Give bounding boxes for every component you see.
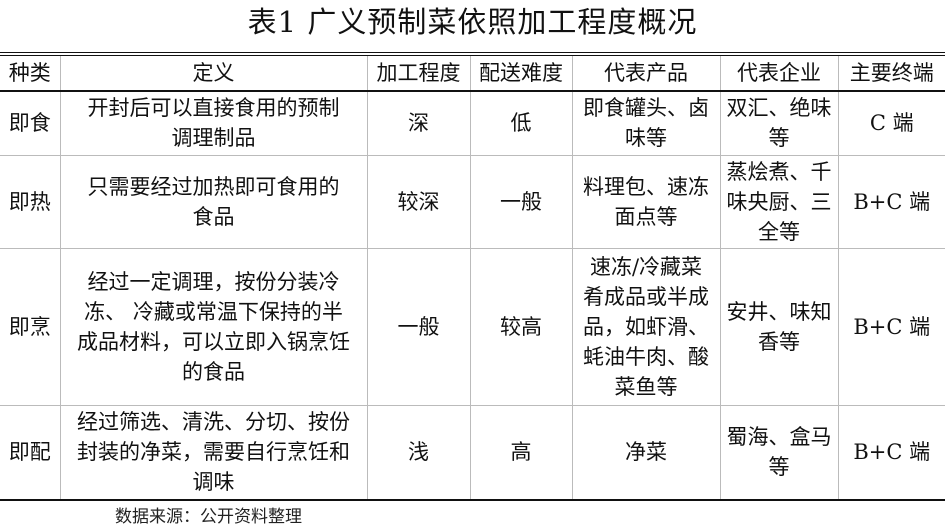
table-cell: 安井、味知 香等 xyxy=(719,248,839,406)
table-row: 即热 只需要经过加热即可食用的 食品 较深 一般 料理包、速冻 面点等 蒸烩煮、… xyxy=(0,155,945,249)
table-cell: 料理包、速冻 面点等 xyxy=(571,155,721,249)
table-cell: 较深 xyxy=(366,155,471,249)
header-cell: 代表产品 xyxy=(571,52,721,92)
table-row: 即配 经过筛选、清洗、分切、按份 封装的净菜，需要自行烹饪和 调味 浅 高 净菜… xyxy=(0,405,945,501)
table-row: 即食 开封后可以直接食用的预制 调理制品 深 低 即食罐头、卤 味等 双汇、绝味… xyxy=(0,91,945,156)
header-cell: 种类 xyxy=(0,52,61,92)
header-cell: 加工程度 xyxy=(366,52,471,92)
table-cell: 即食 xyxy=(0,91,61,156)
table-cell: C 端 xyxy=(837,91,945,156)
table-cell: 即配 xyxy=(0,405,61,501)
table-cell: 浅 xyxy=(366,405,471,501)
table-cell: 蜀海、盒马 等 xyxy=(719,405,839,501)
table-cell: B+C 端 xyxy=(837,405,945,501)
table-row: 即烹 经过一定调理，按份分装冷 冻、 冷藏或常温下保持的半 成品材料，可以立即入… xyxy=(0,248,945,406)
table-cell: 较高 xyxy=(469,248,573,406)
table-cell: 一般 xyxy=(469,155,573,249)
data-source-note: 数据来源：公开资料整理 xyxy=(115,507,302,527)
table-cell: 蒸烩煮、千 味央厨、三 全等 xyxy=(719,155,839,249)
table-cell: 一般 xyxy=(366,248,471,406)
table-cell: 高 xyxy=(469,405,573,501)
table-cell: B+C 端 xyxy=(837,248,945,406)
table-cell: 双汇、绝味 等 xyxy=(719,91,839,156)
table-cell: 只需要经过加热即可食用的 食品 xyxy=(59,155,368,249)
table-cell: B+C 端 xyxy=(837,155,945,249)
header-cell: 主要终端 xyxy=(837,52,945,92)
table-cell: 经过一定调理，按份分装冷 冻、 冷藏或常温下保持的半 成品材料，可以立即入锅烹饪… xyxy=(59,248,368,406)
header-cell: 定义 xyxy=(59,52,368,92)
table-cell: 低 xyxy=(469,91,573,156)
header-cell: 配送难度 xyxy=(469,52,573,92)
header-row: 种类 定义 加工程度 配送难度 代表产品 代表企业 主要终端 xyxy=(0,52,945,92)
table-cell: 速冻/冷藏菜 肴成品或半成 品，如虾滑、 蚝油牛肉、酸 菜鱼等 xyxy=(571,248,721,406)
table-cell: 开封后可以直接食用的预制 调理制品 xyxy=(59,91,368,156)
header-cell: 代表企业 xyxy=(719,52,839,92)
table-cell: 经过筛选、清洗、分切、按份 封装的净菜，需要自行烹饪和 调味 xyxy=(59,405,368,501)
table-cell: 深 xyxy=(366,91,471,156)
processing-level-table: 种类 定义 加工程度 配送难度 代表产品 代表企业 主要终端 即食 开封后可以直… xyxy=(0,52,945,501)
table-cell: 即食罐头、卤 味等 xyxy=(571,91,721,156)
table-title: 表1 广义预制菜依照加工程度概况 xyxy=(247,5,698,39)
table-cell: 即烹 xyxy=(0,248,61,406)
table-cell: 即热 xyxy=(0,155,61,249)
table-cell: 净菜 xyxy=(571,405,721,501)
